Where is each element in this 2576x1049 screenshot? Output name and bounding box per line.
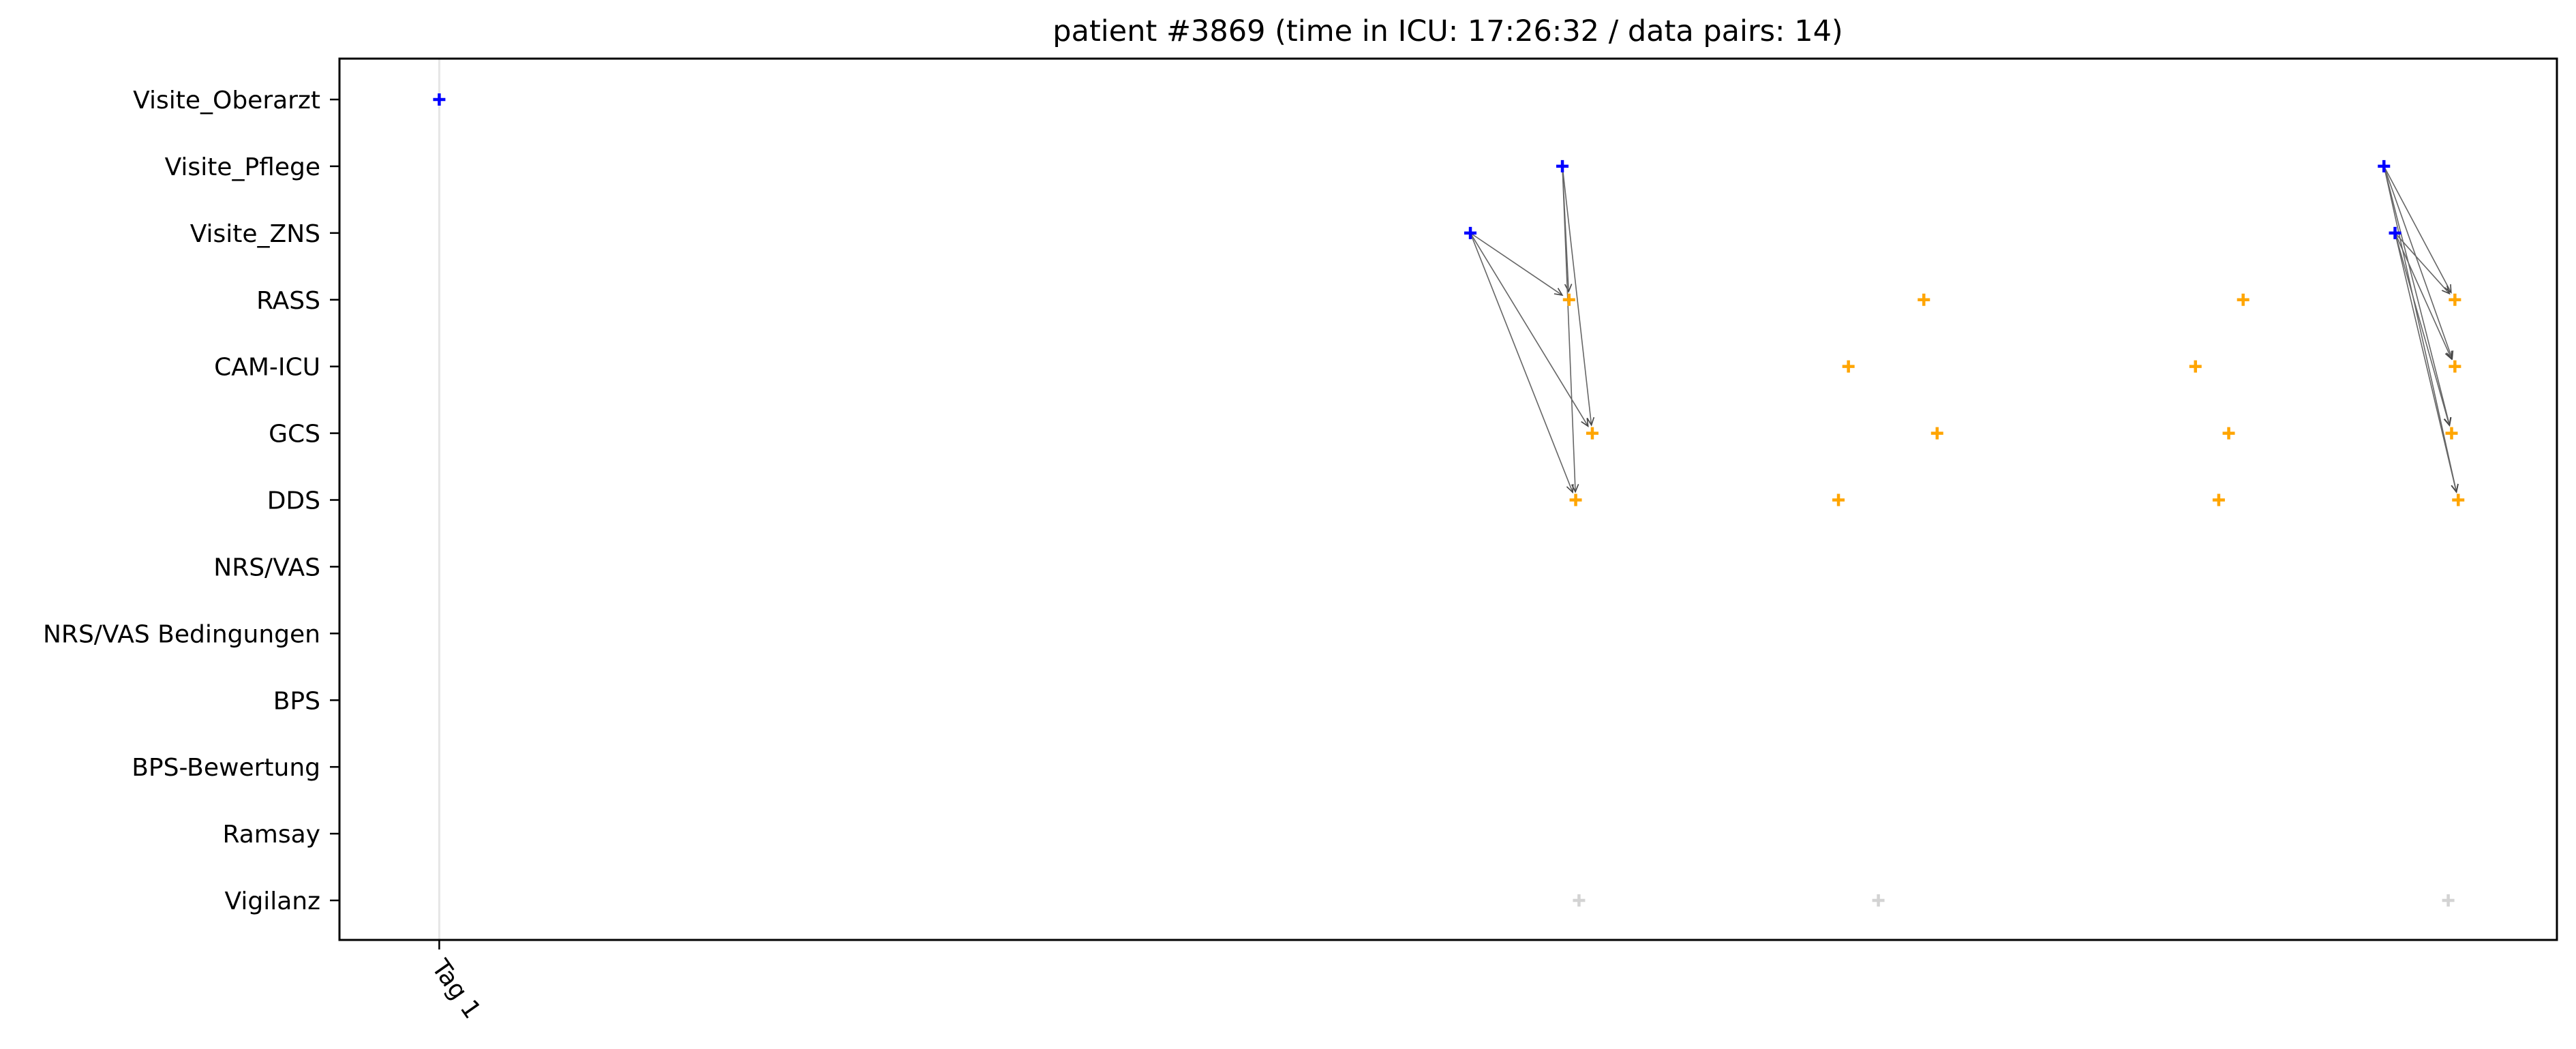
ytick-label-ramsay: Ramsay [223,821,320,849]
point-scores-gcs-1 [1586,427,1598,440]
point-vigilanz-vigilanz-0 [1573,894,1586,907]
arrow-5 [1470,232,1574,494]
point-scores-dds-2 [1569,493,1582,506]
arrow-4 [1470,232,1589,427]
point-scores-rass-11 [2449,293,2461,306]
point-layer [433,93,2465,907]
arrow-10 [2394,232,2451,295]
ytick-label-vigilanz: Vigilanz [225,887,320,915]
point-visits-visite-zns-4 [2389,226,2401,239]
ytick-label-nrs-vas-bedingungen: NRS/VAS Bedingungen [43,620,320,648]
point-visits-visite-oberarzt-0 [433,93,446,106]
ytick-label-dds: DDS [267,487,320,515]
arrow-3 [1470,232,1564,297]
point-scores-gcs-13 [2445,427,2458,440]
point-scores-cam-icu-4 [1842,360,1855,373]
point-visits-visite-pflege-1 [1556,159,1569,172]
chart-title: patient #3869 (time in ICU: 17:26:32 / d… [1052,14,1843,48]
point-vigilanz-vigilanz-1 [1872,894,1885,907]
arrow-11 [2394,232,2453,361]
ytick-label-gcs: GCS [269,421,320,449]
ytick-label-bps-bewertung: BPS-Bewertung [132,754,320,782]
arrow-6 [2383,166,2452,294]
arrow-9 [2383,166,2459,493]
point-vigilanz-vigilanz-2 [2442,894,2455,907]
point-scores-cam-icu-12 [2449,360,2461,373]
x-axis: Tag 1 [425,940,486,1024]
point-scores-rass-7 [2237,293,2249,306]
ytick-label-visite-oberarzt: Visite_Oberarzt [133,87,320,115]
plot-frame [338,57,2558,941]
point-visits-visite-pflege-3 [2378,159,2391,172]
point-scores-gcs-9 [2222,427,2235,440]
ytick-label-cam-icu: CAM-ICU [214,354,320,382]
ytick-label-nrs-vas: NRS/VAS [213,553,320,581]
point-scores-dds-10 [2212,493,2225,506]
y-axis: Visite_Oberarzt Visite_Pflege Visite_ZNS RA… [43,87,339,915]
arrow-2 [1562,166,1579,493]
point-scores-gcs-5 [1930,427,1943,440]
arrow-8 [2383,166,2452,427]
ytick-label-visite-pflege: Visite_Pflege [165,153,320,181]
arrow-layer [1470,166,2459,494]
arrow-7 [2383,166,2454,361]
point-scores-rass-3 [1918,293,1930,306]
point-scores-rass-0 [1562,293,1575,306]
arrow-12 [2394,232,2451,427]
point-visits-visite-zns-2 [1464,226,1477,239]
ytick-label-visite-zns: Visite_ZNS [190,220,320,248]
arrow-1 [1562,166,1595,427]
xtick-label-0: Tag 1 [425,954,486,1024]
point-scores-dds-6 [1832,493,1845,506]
point-scores-cam-icu-8 [2189,360,2202,373]
point-scores-dds-14 [2452,493,2465,506]
arrow-13 [2394,232,2459,493]
ytick-label-bps: BPS [273,687,320,715]
ytick-label-rass: RASS [256,287,320,315]
